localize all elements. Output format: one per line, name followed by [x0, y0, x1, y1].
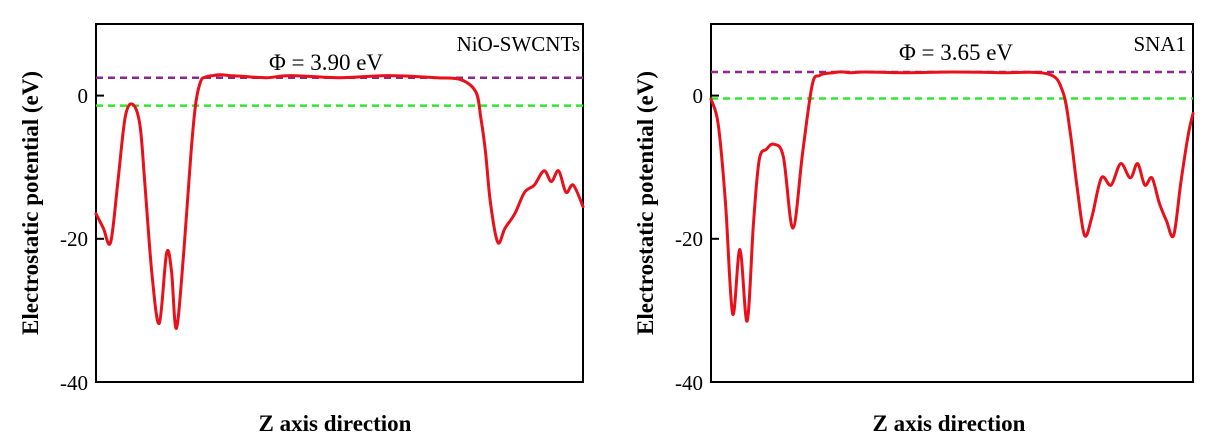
plot-area-2: [710, 23, 1194, 383]
work-function-label-2: Φ = 3.65 eV: [899, 40, 1013, 65]
x-axis-label-1: Z axis direction: [259, 411, 412, 436]
panel-title-1: NiO-SWCNTs: [457, 32, 580, 56]
chart-panel-1: 0 -20 -40 Electrostatic potential (eV) Z…: [18, 23, 585, 436]
y-axis-label-2: Electrostatic potential (eV): [633, 71, 658, 335]
panel-title-2: SNA1: [1133, 32, 1186, 56]
y-axis-label-1: Electrostatic potential (eV): [18, 71, 43, 335]
y-tick-label-1-1: -20: [60, 227, 88, 251]
y-tick-label-2-2: -40: [675, 371, 703, 395]
potential-curve-1: [94, 73, 585, 330]
y-tick-label-2-1: -20: [675, 227, 703, 251]
x-axis-label-2: Z axis direction: [873, 411, 1026, 436]
potential-curve-2: [709, 70, 1195, 323]
y-tick-label-2-0: 0: [693, 84, 704, 108]
chart-panel-2: 0 -20 -40 Electrostatic potential (eV) Z…: [633, 23, 1195, 436]
y-tick-label-1-2: -40: [60, 371, 88, 395]
y-tick-label-1-0: 0: [78, 84, 89, 108]
work-function-label-1: Φ = 3.90 eV: [269, 50, 383, 75]
